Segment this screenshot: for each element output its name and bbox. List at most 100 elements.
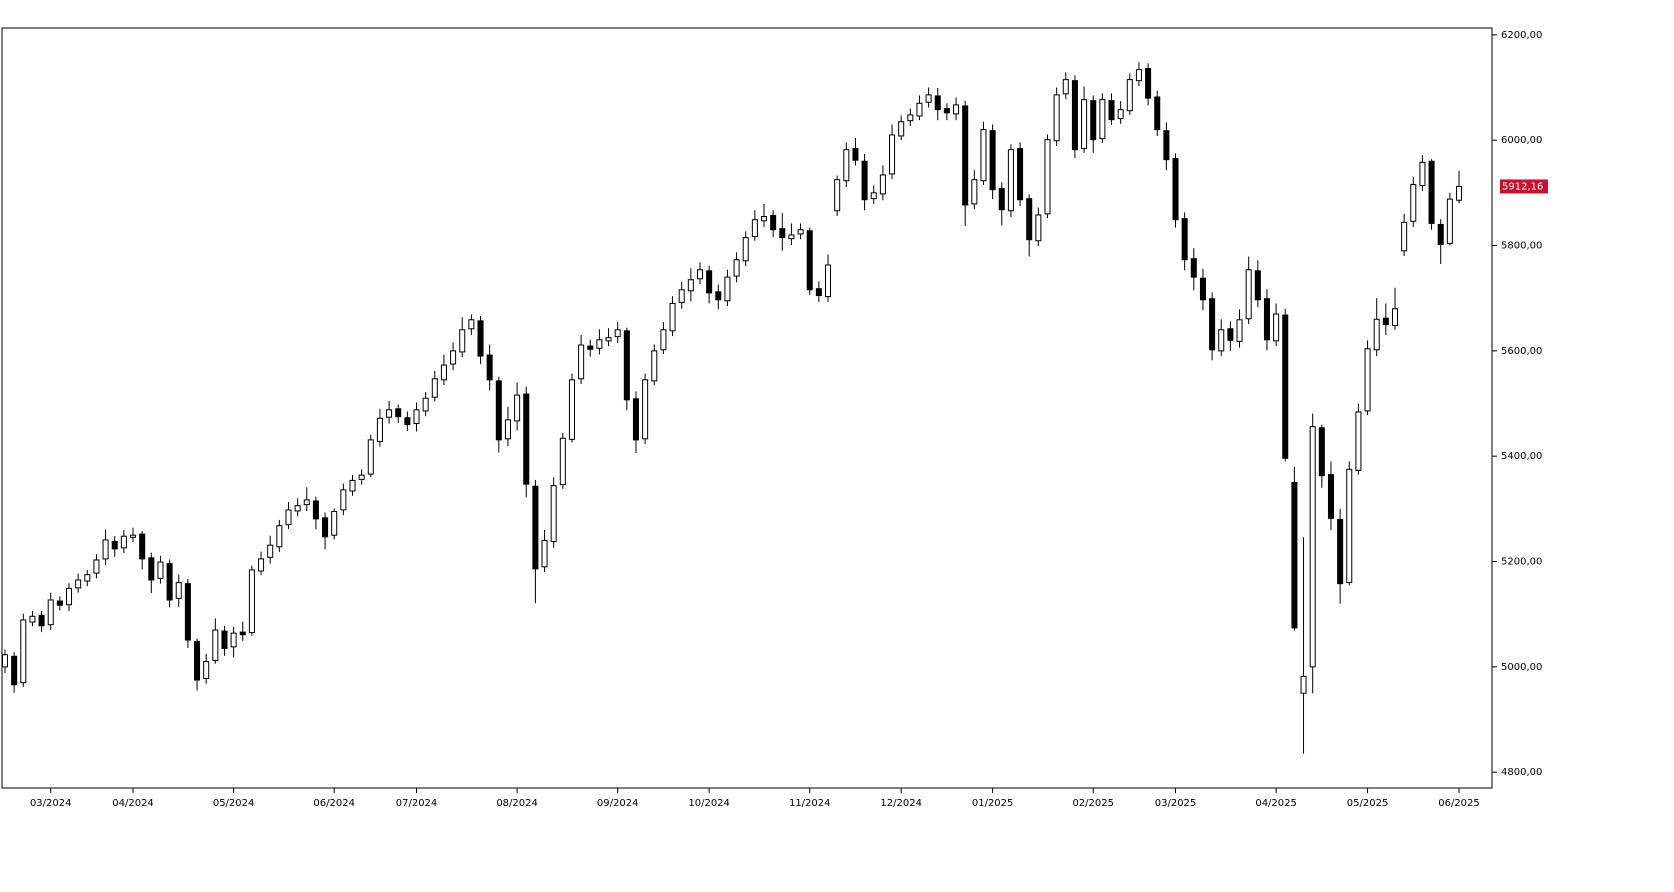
candle-body [331, 510, 338, 536]
candle-body [1236, 319, 1243, 342]
candle-body [422, 397, 429, 412]
candle-body [1154, 96, 1161, 131]
x-tick-label: 08/2024 [496, 798, 538, 809]
candle-body [194, 641, 201, 681]
x-tick-label: 04/2025 [1255, 798, 1297, 809]
candle-body [1364, 348, 1371, 412]
x-tick-label: 09/2024 [597, 798, 639, 809]
candle-body [706, 270, 713, 294]
candle-body [11, 655, 18, 686]
candle-body [1373, 318, 1380, 351]
candle-body [1309, 426, 1316, 668]
y-tick-label: 5400,00 [1501, 451, 1542, 462]
candle-body [157, 561, 164, 579]
candle-body [1318, 427, 1325, 477]
candle-body [861, 160, 868, 201]
candle-body [1, 654, 9, 668]
x-tick-label: 06/2025 [1438, 798, 1480, 809]
candle-body [1327, 474, 1334, 519]
candle-body [669, 302, 676, 332]
candle-body [349, 479, 356, 492]
candle-body [971, 179, 978, 205]
candle-body [1401, 221, 1408, 252]
candle-body [139, 533, 146, 560]
candle-body [660, 329, 667, 351]
candle-body [825, 264, 832, 298]
candle-body [1410, 183, 1417, 222]
candle-body [93, 559, 100, 574]
x-tick-label: 07/2024 [396, 798, 438, 809]
candle-body [843, 149, 850, 182]
candle-body [395, 408, 402, 418]
candle-body [916, 102, 923, 117]
candle-body [1263, 298, 1270, 341]
candle-body [1145, 68, 1152, 99]
candle-body [1382, 317, 1389, 326]
x-tick-label: 11/2024 [789, 798, 831, 809]
y-tick-label: 5200,00 [1501, 557, 1542, 568]
candle-body [148, 557, 155, 581]
candle-body [1227, 328, 1234, 341]
candle-body [1337, 518, 1344, 585]
candle-body [1007, 149, 1014, 212]
candle-body [459, 329, 466, 353]
candle-body [376, 417, 383, 442]
candle-body [998, 188, 1005, 211]
candle-body [120, 535, 127, 549]
x-tick-label: 06/2024 [313, 798, 355, 809]
x-tick-label: 10/2024 [688, 798, 730, 809]
candle-body [1053, 94, 1060, 142]
candle-body [1446, 198, 1453, 244]
x-tick-label: 03/2025 [1155, 798, 1197, 809]
candle-body [1245, 269, 1252, 320]
candle-body [404, 417, 411, 426]
candle-body [486, 354, 493, 381]
candle-body [111, 541, 118, 550]
candle-body [632, 398, 639, 441]
candle-body [523, 393, 530, 485]
candle-body [852, 148, 859, 161]
y-tick-label: 5600,00 [1501, 346, 1542, 357]
candle-body [989, 130, 996, 191]
x-tick-label: 04/2024 [112, 798, 154, 809]
candle-body [980, 129, 987, 182]
candle-body [203, 661, 210, 679]
candle-body [221, 630, 228, 649]
candle-body [386, 409, 393, 418]
x-tick-label: 12/2024 [880, 798, 922, 809]
candle-body [1391, 308, 1399, 327]
candle-body [788, 234, 795, 240]
x-tick-label: 01/2025 [972, 798, 1014, 809]
candle-body [1190, 258, 1197, 278]
candle-body [267, 544, 274, 558]
candle-body [1035, 214, 1042, 242]
candle-body [1071, 80, 1078, 151]
candle-body [248, 569, 255, 634]
candle-body [1181, 218, 1188, 261]
candle-body [605, 337, 612, 342]
candle-body [102, 539, 109, 560]
candle-body [623, 330, 630, 401]
candle-body [65, 587, 73, 606]
candle-body [815, 288, 822, 297]
candle-body [431, 378, 438, 398]
candle-body [1282, 314, 1289, 459]
candle-body [29, 615, 36, 623]
candle-body [1099, 99, 1106, 140]
candle-body [166, 563, 173, 601]
candle-body [1428, 160, 1435, 224]
candle-body [1026, 198, 1033, 241]
candle-body [550, 485, 557, 543]
candle-body [1126, 79, 1133, 112]
candle-body [1218, 329, 1225, 352]
candle-body [1062, 79, 1069, 95]
candle-body [440, 364, 447, 381]
candle-body [1455, 185, 1463, 201]
candle-body [1135, 69, 1142, 82]
candle-body [678, 289, 685, 303]
candle-body [47, 599, 54, 626]
candle-body [806, 230, 813, 291]
candle-body [1017, 148, 1024, 201]
candle-body [532, 485, 539, 570]
